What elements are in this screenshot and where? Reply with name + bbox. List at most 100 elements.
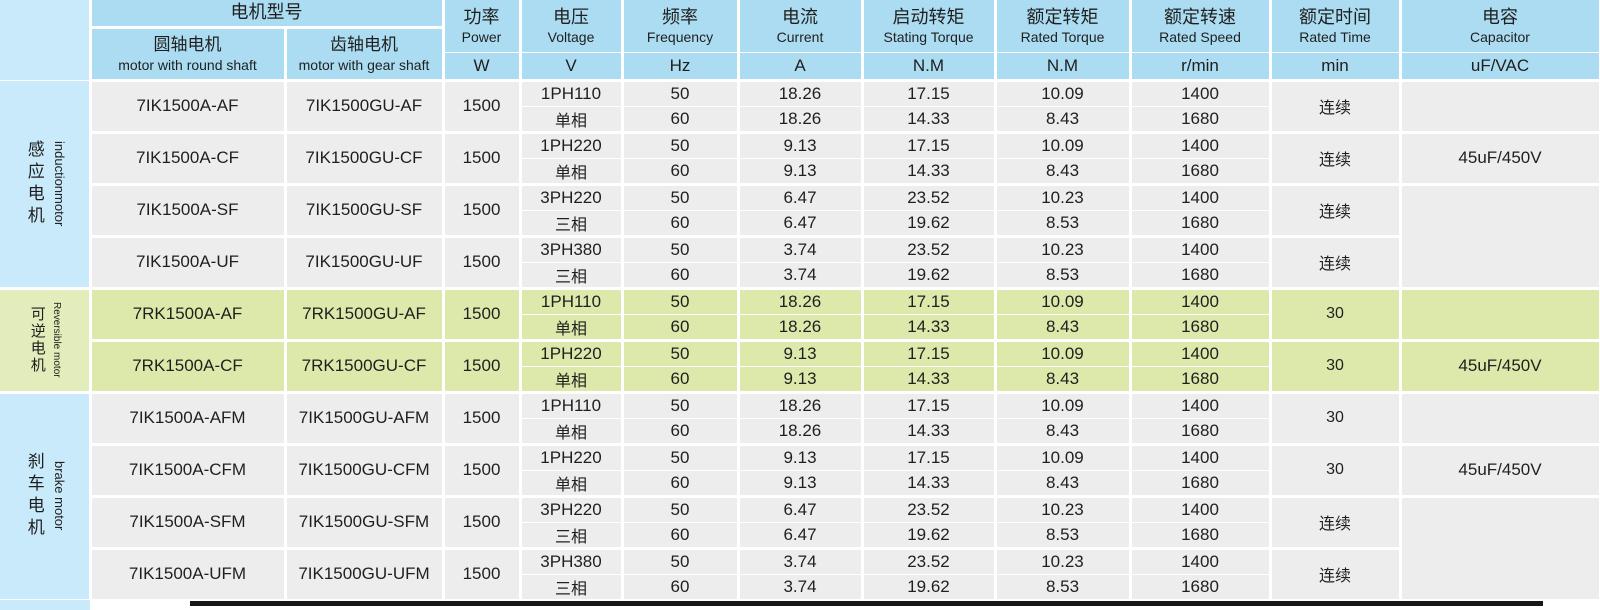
spec-row-60hz: 三相 60 3.74 19.62 8.53 1680	[0, 574, 1600, 602]
cell-starting-torque: 23.52	[862, 184, 997, 211]
cell-current: 9.13	[738, 158, 864, 186]
group-label-en: inductionmotor	[51, 140, 67, 227]
col-header-gear-shaft: 齿轴电机 motor with gear shaft	[285, 27, 445, 82]
cell-starting-torque: 14.33	[862, 106, 997, 134]
cell-rated-speed: 1400	[1130, 288, 1272, 315]
cell-rated-torque: 10.23	[995, 496, 1132, 523]
cell-gear-shaft-model: 7RK1500GU-CF	[285, 340, 445, 394]
cell-gear-shaft-model: 7IK1500GU-AFM	[285, 392, 445, 446]
cell-rated-torque: 10.09	[995, 444, 1132, 471]
cell-current: 6.47	[738, 522, 864, 550]
cell-voltage: 1PH220	[520, 340, 624, 367]
col-header-capacitor: 电容 Capacitor	[1400, 0, 1600, 53]
unit-current: A	[738, 52, 864, 82]
spec-table-body: 感应电机 inductionmotor 7IK1500A-AF 7IK1500GU-A…	[0, 80, 1600, 602]
cell-rated-torque: 10.23	[995, 548, 1132, 575]
cell-gear-shaft-model: 7IK1500GU-AF	[285, 80, 445, 134]
cell-starting-torque: 14.33	[862, 366, 997, 394]
cell-power: 1500	[443, 548, 522, 602]
cell-voltage: 3PH380	[520, 236, 624, 263]
cell-current: 6.47	[738, 210, 864, 238]
cell-rated-speed: 1400	[1130, 392, 1272, 419]
cell-starting-torque: 17.15	[862, 392, 997, 419]
corner-cell	[0, 0, 92, 81]
table-bottom-border	[190, 601, 1543, 606]
cell-round-shaft-model: 7RK1500A-CF	[90, 340, 287, 394]
cell-rated-speed: 1400	[1130, 132, 1272, 159]
group-label-cn: 刹车电机	[24, 452, 44, 540]
cell-rated-torque: 10.09	[995, 340, 1132, 367]
group-label-overflow	[0, 600, 90, 610]
cell-rated-time: 30	[1270, 392, 1402, 446]
cell-frequency: 60	[622, 574, 740, 602]
cell-rated-torque: 8.43	[995, 470, 1132, 498]
cell-current: 6.47	[738, 184, 864, 211]
cell-current: 18.26	[738, 80, 864, 107]
cell-frequency: 60	[622, 366, 740, 394]
cell-voltage: 1PH110	[520, 80, 624, 107]
cell-current: 18.26	[738, 106, 864, 134]
cell-frequency: 50	[622, 288, 740, 315]
cell-current: 3.74	[738, 236, 864, 263]
cell-round-shaft-model: 7IK1500A-CFM	[90, 444, 287, 498]
cell-starting-torque: 19.62	[862, 574, 997, 602]
cell-power: 1500	[443, 288, 522, 342]
group-label-cn: 可逆电机	[28, 306, 46, 374]
cell-current: 18.26	[738, 418, 864, 446]
cell-frequency: 50	[622, 548, 740, 575]
cell-frequency: 50	[622, 340, 740, 367]
cell-rated-torque: 8.43	[995, 366, 1132, 394]
cell-rated-speed: 1680	[1130, 366, 1272, 394]
cell-round-shaft-model: 7IK1500A-SF	[90, 184, 287, 238]
group-label-en: brake motor	[51, 461, 67, 531]
spec-row-60hz: 单相 60 18.26 14.33 8.43 1680	[0, 418, 1600, 446]
group-label: 刹车电机 brake motor	[0, 392, 92, 602]
cell-current: 9.13	[738, 340, 864, 367]
cell-rated-torque: 8.53	[995, 522, 1132, 550]
cell-rated-torque: 10.23	[995, 236, 1132, 263]
cell-power: 1500	[443, 444, 522, 498]
cell-phase: 单相	[520, 106, 624, 134]
cell-rated-speed: 1400	[1130, 548, 1272, 575]
cell-starting-torque: 19.62	[862, 262, 997, 290]
cell-rated-torque: 10.23	[995, 184, 1132, 211]
cell-frequency: 60	[622, 314, 740, 342]
cell-voltage: 1PH220	[520, 132, 624, 159]
cell-current: 18.26	[738, 288, 864, 315]
cell-power: 1500	[443, 340, 522, 394]
cell-capacitor	[1400, 184, 1600, 290]
cell-starting-torque: 17.15	[862, 80, 997, 107]
cell-round-shaft-model: 7IK1500A-UFM	[90, 548, 287, 602]
cell-round-shaft-model: 7IK1500A-AF	[90, 80, 287, 134]
cell-starting-torque: 23.52	[862, 236, 997, 263]
cell-starting-torque: 14.33	[862, 418, 997, 446]
cell-current: 3.74	[738, 262, 864, 290]
col-header-model-group: 电机型号	[90, 0, 445, 29]
cell-phase: 单相	[520, 470, 624, 498]
cell-phase: 单相	[520, 314, 624, 342]
cell-phase: 三相	[520, 262, 624, 290]
cell-starting-torque: 14.33	[862, 158, 997, 186]
cell-voltage: 3PH220	[520, 496, 624, 523]
cell-starting-torque: 14.33	[862, 470, 997, 498]
spec-row-60hz: 三相 60 6.47 19.62 8.53 1680	[0, 210, 1600, 238]
cell-frequency: 50	[622, 444, 740, 471]
cell-frequency: 60	[622, 262, 740, 290]
col-header-power: 功率 Power	[443, 0, 522, 53]
cell-rated-torque: 8.53	[995, 210, 1132, 238]
cell-frequency: 60	[622, 418, 740, 446]
cell-rated-torque: 8.53	[995, 262, 1132, 290]
unit-rated-time: min	[1270, 52, 1402, 82]
cell-rated-speed: 1400	[1130, 340, 1272, 367]
cell-rated-time: 30	[1270, 444, 1402, 498]
cell-rated-time: 30	[1270, 340, 1402, 394]
cell-power: 1500	[443, 132, 522, 186]
cell-power: 1500	[443, 80, 522, 134]
spec-row-60hz: 三相 60 3.74 19.62 8.53 1680	[0, 262, 1600, 290]
cell-rated-speed: 1680	[1130, 522, 1272, 550]
col-header-round-shaft: 圆轴电机 motor with round shaft	[90, 27, 287, 82]
spec-row-60hz: 三相 60 6.47 19.62 8.53 1680	[0, 522, 1600, 550]
spec-row-50hz: 7RK1500A-CF 7RK1500GU-CF 1500 1PH220 50 9.13 1…	[0, 340, 1600, 394]
col-header-frequency: 频率 Frequency	[622, 0, 740, 53]
